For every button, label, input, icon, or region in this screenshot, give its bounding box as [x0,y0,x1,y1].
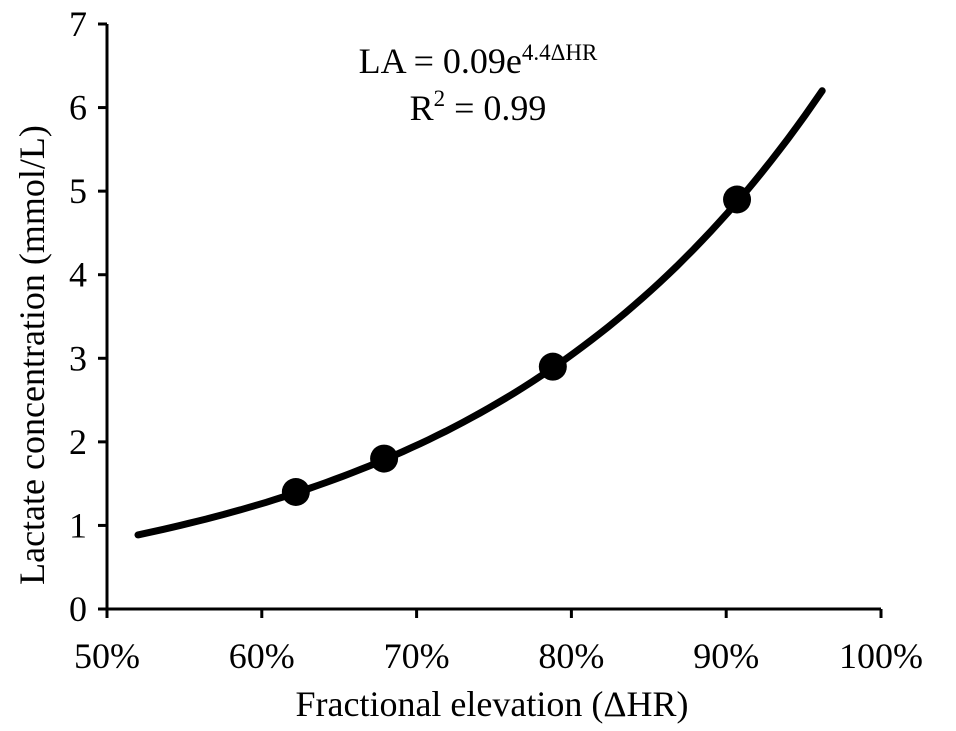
y-tick-label: 6 [69,88,87,128]
axes [105,24,881,611]
r-squared-annotation: R2 = 0.99 [410,86,547,128]
data-point [281,478,310,506]
equation-annotation: LA = 0.09e4.4ΔHR [359,40,598,81]
y-tick-label: 5 [69,171,87,211]
data-point [723,185,752,214]
y-tick-label: 1 [69,505,87,545]
equation-exponent: 4.4ΔHR [522,40,598,65]
x-tick-label: 90% [693,636,759,676]
y-tick-label: 7 [69,4,87,44]
data-point [538,352,567,381]
y-tick-label: 3 [69,338,87,378]
y-axis-ticks: 0 1 2 3 4 5 6 7 [69,4,107,629]
x-tick-label: 80% [538,636,604,676]
y-tick-label: 2 [69,422,87,462]
trendline [134,87,826,539]
x-axis-ticks: 50% 60% 70% 80% 90% 100% [74,609,923,676]
x-axis-label: Fractional elevation (ΔHR) [295,684,688,724]
x-tick-label: 60% [229,636,295,676]
y-tick-label: 4 [69,255,87,295]
data-points [281,185,752,506]
r-squared-superscript: 2 [434,86,446,111]
x-tick-label: 70% [384,636,450,676]
y-axis-label: Lactate concentration (mmol/L) [12,125,52,585]
y-tick-label: 0 [69,589,87,629]
x-tick-label: 50% [74,636,140,676]
x-tick-label: 100% [839,636,923,676]
data-point [370,444,399,473]
